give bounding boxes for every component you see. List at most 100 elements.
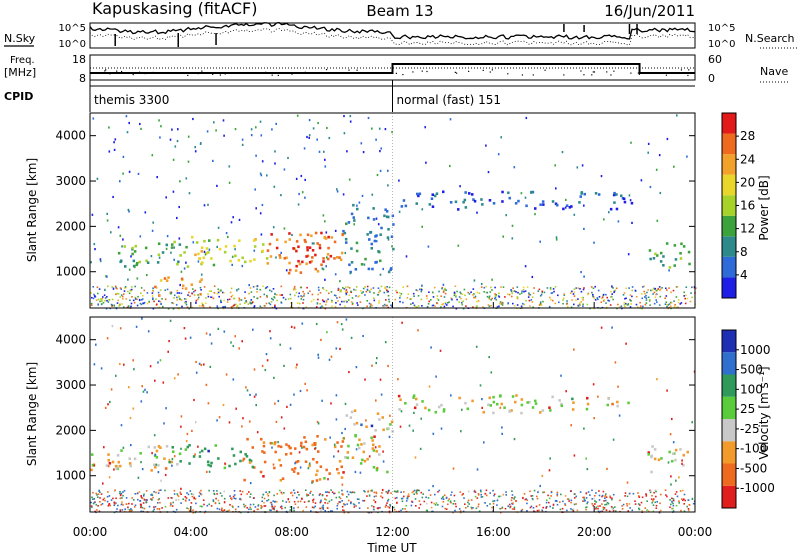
range-gate-cell [425, 295, 428, 297]
range-gate-cell [275, 294, 278, 296]
plot-title: Kapuskasing (fitACF) [92, 0, 257, 18]
range-gate-cell [170, 251, 172, 254]
range-gate-cell [151, 498, 153, 501]
range-gate-cell [570, 306, 573, 309]
range-gate-cell [582, 296, 584, 299]
range-gate-cell [111, 325, 114, 328]
range-gate-cell [253, 258, 256, 261]
range-gate-cell [155, 449, 159, 453]
range-gate-cell [317, 422, 320, 425]
range-gate-cell [292, 288, 295, 291]
range-gate-cell [342, 503, 345, 506]
nave-dot [606, 71, 608, 73]
range-gate-cell [301, 498, 303, 500]
range-gate-cell [271, 446, 273, 449]
range-gate-cell [365, 425, 368, 428]
range-gate-cell [637, 492, 639, 494]
range-gate-cell [279, 445, 283, 449]
range-gate-cell [656, 301, 658, 303]
range-gate-cell [420, 290, 423, 293]
range-gate-cell [200, 273, 203, 276]
range-gate-cell [445, 497, 448, 499]
range-gate-cell [141, 385, 143, 388]
range-gate-cell [331, 491, 334, 493]
range-gate-cell [261, 505, 263, 508]
range-gate-cell [336, 504, 339, 507]
range-gate-cell [434, 410, 437, 414]
range-gate-cell [414, 305, 416, 308]
range-gate-cell [265, 491, 267, 493]
range-gate-cell [358, 502, 360, 504]
range-gate-cell [223, 299, 225, 302]
range-gate-cell [585, 508, 587, 511]
range-gate-cell [177, 495, 180, 498]
range-gate-cell [501, 507, 503, 510]
range-gate-cell [434, 493, 436, 496]
range-gate-cell [373, 506, 375, 508]
range-gate-cell [680, 302, 683, 304]
range-gate-cell [151, 229, 154, 232]
range-gate-cell [339, 258, 343, 262]
range-gate-cell [355, 286, 358, 288]
range-gate-cell [213, 292, 216, 294]
range-gate-cell [593, 417, 595, 420]
range-gate-cell [176, 289, 179, 292]
range-gate-cell [366, 305, 368, 308]
range-gate-cell [330, 489, 332, 491]
range-gate-cell [120, 449, 123, 452]
range-gate-cell [200, 493, 203, 496]
range-gate-cell [199, 505, 202, 508]
range-gate-cell [250, 134, 253, 137]
range-gate-cell [230, 497, 233, 500]
range-gate-cell [188, 192, 191, 195]
range-gate-cell [654, 296, 657, 298]
range-gate-cell [465, 305, 467, 307]
range-gate-cell [154, 453, 157, 456]
range-gate-cell [459, 511, 462, 514]
range-gate-cell [131, 286, 133, 288]
noise-axis-bottom-left: 10^0 [59, 39, 86, 50]
range-gate-cell [686, 297, 689, 300]
range-gate-cell [490, 371, 493, 374]
range-gate-cell [324, 220, 326, 223]
range-gate-cell [548, 469, 551, 472]
range-gate-cell [486, 291, 488, 294]
range-gate-cell [171, 128, 173, 131]
range-gate-cell [298, 262, 302, 266]
range-gate-cell [423, 500, 426, 503]
range-gate-cell [128, 268, 131, 271]
range-gate-cell [135, 263, 138, 267]
range-gate-cell [110, 231, 112, 234]
range-gate-cell [623, 301, 626, 304]
range-gate-cell [92, 297, 95, 300]
range-gate-cell [293, 500, 296, 503]
range-gate-cell [517, 291, 519, 294]
range-gate-cell [232, 344, 235, 348]
range-gate-cell [141, 497, 144, 499]
range-gate-cell [249, 393, 251, 396]
range-gate-cell [171, 497, 173, 499]
range-gate-cell [414, 498, 417, 500]
range-gate-cell [587, 293, 589, 296]
range-gate-cell [362, 499, 364, 502]
range-gate-cell [511, 502, 513, 505]
range-gate-cell [206, 130, 209, 133]
range-gate-cell [410, 303, 412, 305]
range-gate-cell [167, 497, 170, 499]
range-gate-cell [186, 492, 188, 494]
range-gate-cell [659, 288, 662, 290]
range-gate-cell [335, 302, 337, 304]
range-gate-cell [656, 501, 658, 503]
range-gate-cell [296, 496, 298, 499]
nave-dot [489, 71, 491, 73]
range-gate-cell [155, 287, 158, 289]
range-gate-cell [591, 291, 593, 294]
range-gate-cell [346, 150, 348, 153]
range-gate-cell [514, 400, 517, 404]
range-gate-cell [331, 299, 333, 302]
range-gate-cell [184, 448, 188, 451]
range-gate-cell [617, 385, 619, 388]
range-gate-cell [325, 491, 327, 493]
range-gate-cell [440, 497, 443, 500]
range-gate-cell [266, 296, 268, 298]
